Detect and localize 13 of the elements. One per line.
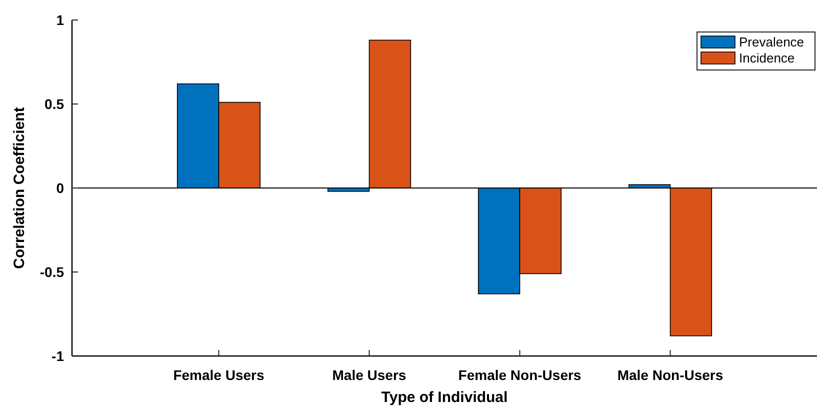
y-axis-title: Correlation Coefficient: [11, 107, 28, 269]
x-axis-title: Type of Individual: [381, 389, 508, 406]
legend-label: Incidence: [739, 50, 795, 66]
y-tick-label: 0: [56, 180, 64, 196]
y-tick-label: 1: [56, 12, 64, 28]
y-tick-label: -0.5: [40, 264, 64, 280]
y-tick-label: 0.5: [44, 96, 64, 112]
x-tick-label: Male Users: [332, 367, 406, 383]
y-tick-label: -1: [52, 348, 64, 364]
x-tick-label: Female Users: [173, 367, 264, 383]
x-tick-label: Male Non-Users: [617, 367, 724, 383]
x-tick-label: Female Non-Users: [458, 367, 582, 383]
legend-label: Prevalence: [739, 34, 804, 50]
